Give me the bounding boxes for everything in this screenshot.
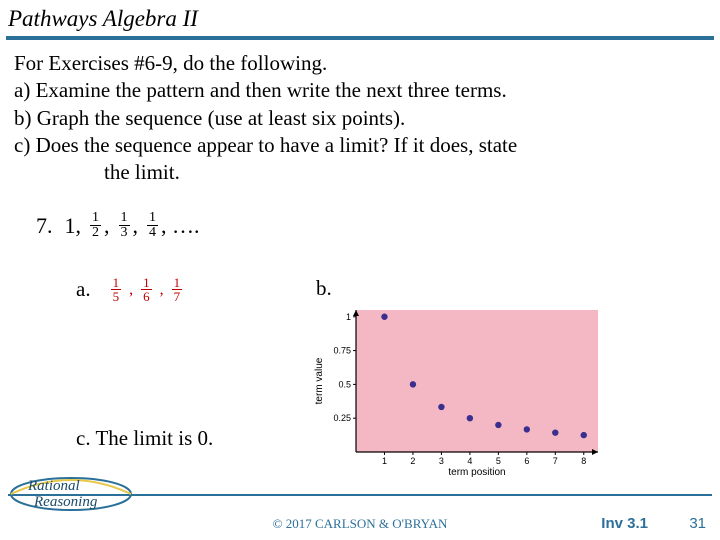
answer-b-label: b. [316, 276, 332, 301]
svg-text:5: 5 [496, 456, 501, 466]
investigation-label: Inv 3.1 [601, 515, 648, 532]
answer-a-label: a. [76, 277, 91, 302]
term-frac-4: 14 [147, 211, 158, 240]
answer-a-frac-1: 15 [111, 276, 122, 303]
svg-text:Rational: Rational [27, 478, 80, 494]
svg-text:2: 2 [410, 456, 415, 466]
page-number: 31 [689, 515, 706, 532]
logo-rational-reasoning: Rational Reasoning [6, 470, 136, 516]
svg-text:term value: term value [314, 357, 325, 404]
content-area: For Exercises #6-9, do the following. a)… [0, 40, 720, 500]
answers: a. 15 , 16 , 17 b. 1 0.75 0.5 0.25 1 2 3 4 5 6 7 8 t… [14, 270, 706, 500]
problem-number: 7. [36, 213, 53, 239]
instruction-lead: For Exercises #6-9, do the following. [14, 50, 706, 76]
svg-text:term position: term position [448, 467, 505, 478]
answer-a-frac-2: 16 [141, 276, 152, 303]
svg-text:8: 8 [581, 456, 586, 466]
sequence-chart: 1 0.75 0.5 0.25 1 2 3 4 5 6 7 8 term value term posit… [310, 304, 604, 478]
term-frac-3: 13 [119, 211, 130, 240]
answer-a: a. 15 , 16 , 17 [76, 276, 182, 303]
answer-c: c. The limit is 0. [76, 426, 213, 451]
svg-text:1: 1 [382, 456, 387, 466]
svg-text:6: 6 [524, 456, 529, 466]
instructions: For Exercises #6-9, do the following. a)… [14, 50, 706, 185]
instruction-b: b) Graph the sequence (use at least six … [14, 105, 706, 131]
term-1: 1, [65, 213, 82, 239]
instruction-c2: the limit. [14, 159, 706, 185]
svg-text:1: 1 [346, 312, 351, 322]
svg-text:Reasoning: Reasoning [33, 494, 98, 510]
instruction-a: a) Examine the pattern and then write th… [14, 77, 706, 103]
term-trail: , …. [161, 213, 200, 239]
instruction-c1: c) Does the sequence appear to have a li… [14, 132, 706, 158]
svg-text:3: 3 [439, 456, 444, 466]
svg-text:7: 7 [553, 456, 558, 466]
svg-text:0.25: 0.25 [333, 413, 351, 423]
answer-a-frac-3: 17 [172, 276, 183, 303]
svg-text:0.75: 0.75 [333, 346, 351, 356]
term-frac-2: 12 [90, 211, 101, 240]
problem-7: 7. 1, 12 , 13 , 14 , …. [14, 211, 706, 240]
page-title: Pathways Algebra II [8, 6, 712, 32]
footer: © 2017 CARLSON & O'BRYAN Inv 3.1 31 [0, 512, 720, 532]
svg-text:0.5: 0.5 [338, 380, 351, 390]
svg-text:4: 4 [467, 456, 472, 466]
